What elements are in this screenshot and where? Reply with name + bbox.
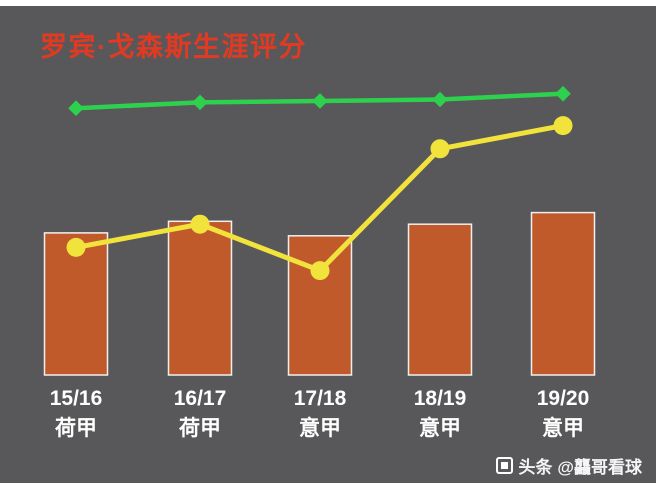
green-series-marker [192,94,208,111]
yellow-series-marker [310,261,330,281]
frame-top [0,0,656,6]
yellow-series-marker [190,214,210,234]
yellow-series-marker [430,139,450,159]
green-series-marker [68,100,84,116]
watermark-account: @龘哥看球 [557,458,642,477]
watermark-platform: 头条 [518,458,553,477]
frame-bottom [0,483,656,490]
watermark: 头条 @龘哥看球 [496,453,642,478]
green-series-marker [555,85,571,102]
green-series-marker [312,93,328,109]
bar-16/17 [167,220,233,376]
chart-title: 罗宾·戈森斯生涯评分 [40,32,307,62]
bar-18/19 [407,223,473,376]
toutiao-logo-icon [496,457,514,474]
yellow-series-marker [66,237,86,257]
green-series-marker [432,91,448,108]
bar-19/20 [530,211,596,376]
bar-17/18 [287,235,353,376]
yellow-series-marker [553,116,573,136]
